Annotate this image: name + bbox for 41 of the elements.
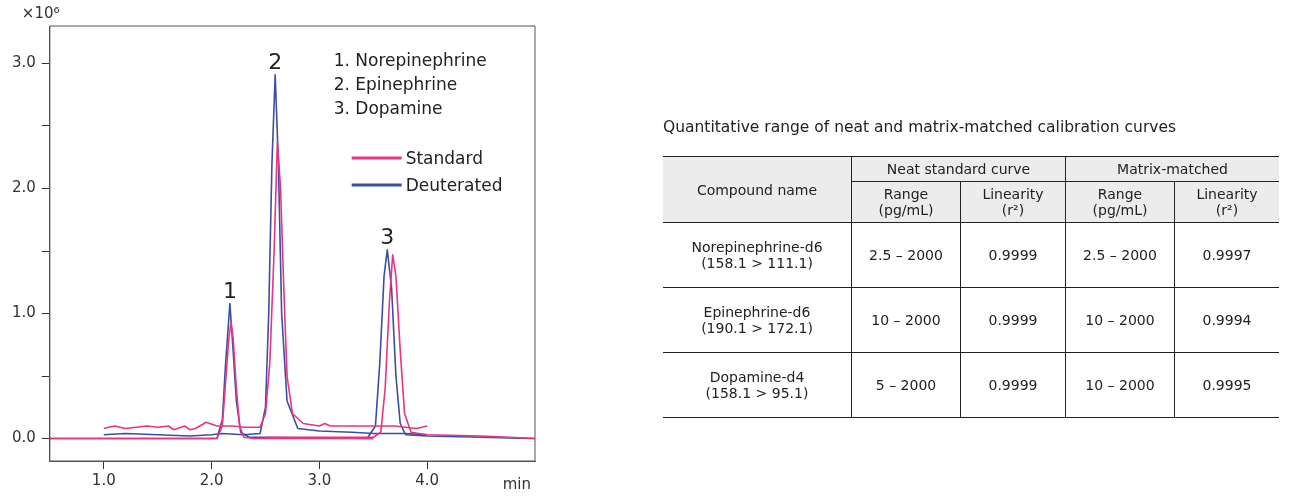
text: Dopamine-d4 (158.1 > 95.1) <box>663 352 852 418</box>
text: 0.9997 <box>1174 222 1279 288</box>
annotation: 3 <box>380 223 395 249</box>
annotation: 1. Norepinephrine <box>333 50 487 70</box>
annotation: 1 <box>222 277 237 303</box>
text: 0.9995 <box>1174 352 1279 418</box>
text: 5 – 2000 <box>851 352 961 418</box>
text: Norepinephrine-d6 (158.1 > 111.1) <box>663 222 852 288</box>
text: Linearity (r²) <box>960 181 1066 223</box>
text: 10 – 2000 <box>851 287 961 353</box>
text: 2.5 – 2000 <box>851 222 961 288</box>
x-tick-label: 1.0 <box>91 470 116 489</box>
text: Matrix-matched <box>1065 156 1279 182</box>
text: Compound name <box>663 156 852 223</box>
text: Range (pg/mL) <box>851 181 961 223</box>
text: 0.9999 <box>960 352 1066 418</box>
text: 0.9999 <box>960 287 1066 353</box>
text: 0.9994 <box>1174 287 1279 353</box>
text: Range (pg/mL) <box>1065 181 1175 223</box>
text: 0.9999 <box>960 222 1066 288</box>
y-tick-label: 0.0 <box>12 428 36 447</box>
text: 10 – 2000 <box>1065 352 1175 418</box>
y-tick-label: 1.0 <box>12 303 36 322</box>
text: 10 – 2000 <box>1065 287 1175 353</box>
x-tick-label: 4.0 <box>415 470 440 489</box>
annotation: 3. Dopamine <box>333 98 443 118</box>
x-axis-title: min <box>502 475 531 493</box>
x-tick-label: 3.0 <box>307 470 332 489</box>
x-tick-label: 2.0 <box>199 470 224 489</box>
y-tick-label: 2.0 <box>12 178 36 197</box>
text: 2.5 – 2000 <box>1065 222 1175 288</box>
legend-label: Standard <box>405 148 484 168</box>
annotation: 2. Epinephrine <box>333 74 458 94</box>
text: Linearity (r²) <box>1174 181 1279 223</box>
y-tick-label: 3.0 <box>12 53 36 72</box>
legend-label: Deuterated <box>405 175 503 195</box>
y-axis-title: ×10⁶ <box>21 4 60 22</box>
text: Epinephrine-d6 (190.1 > 172.1) <box>663 287 852 353</box>
text: Quantitative range of neat and matrix-matched calibration curves <box>663 118 1178 136</box>
annotation: 2 <box>268 48 283 74</box>
text: Neat standard curve <box>851 156 1066 182</box>
